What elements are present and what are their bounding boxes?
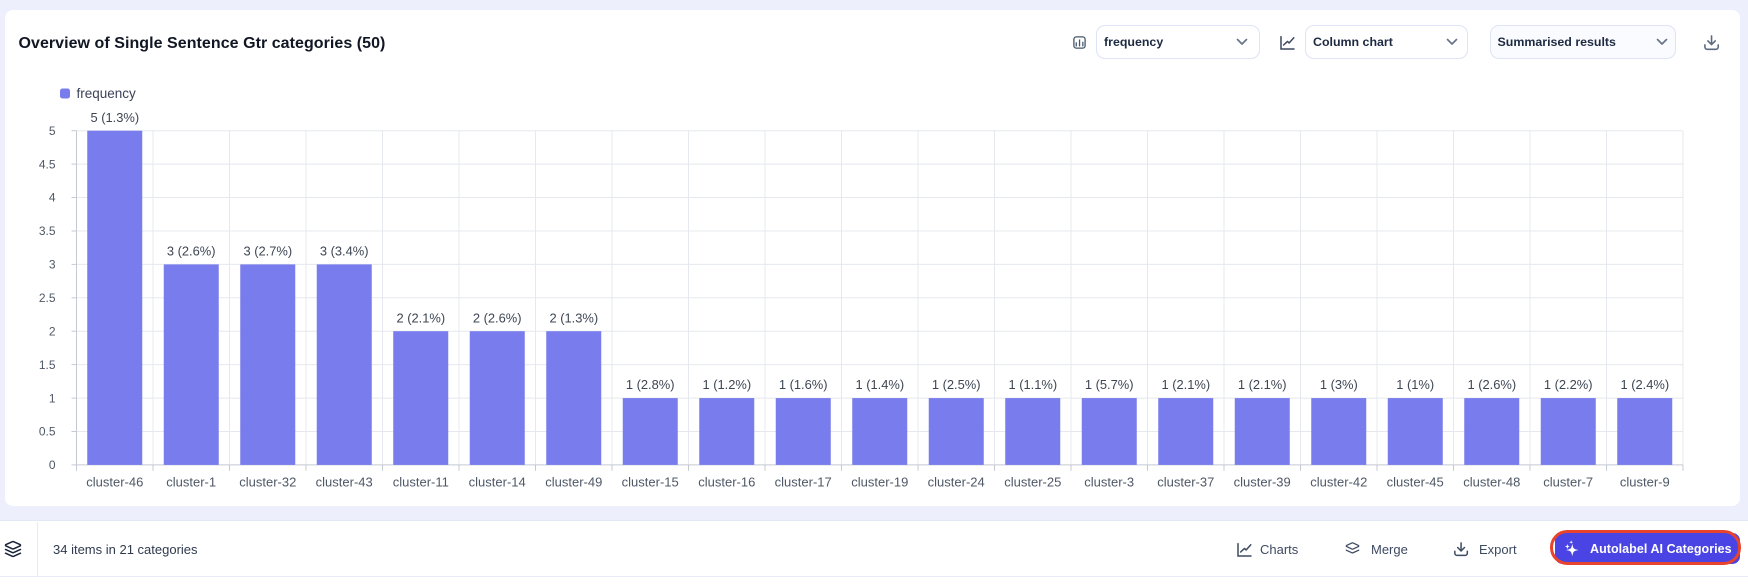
svg-text:cluster-48: cluster-48 (1463, 474, 1520, 489)
svg-text:1 (1%): 1 (1%) (1396, 377, 1434, 392)
svg-text:2: 2 (49, 324, 56, 338)
svg-text:0.5: 0.5 (39, 425, 56, 439)
svg-text:3 (2.7%): 3 (2.7%) (243, 244, 292, 259)
svg-text:1 (2.4%): 1 (2.4%) (1620, 377, 1669, 392)
svg-text:cluster-37: cluster-37 (1157, 474, 1214, 489)
svg-text:cluster-1: cluster-1 (166, 474, 216, 489)
svg-text:1 (3%): 1 (3%) (1320, 377, 1358, 392)
svg-text:1 (1.4%): 1 (1.4%) (855, 377, 904, 392)
svg-text:3: 3 (49, 258, 56, 272)
svg-text:cluster-24: cluster-24 (928, 474, 985, 489)
svg-text:1 (2.2%): 1 (2.2%) (1544, 377, 1593, 392)
svg-text:cluster-39: cluster-39 (1234, 474, 1291, 489)
svg-text:cluster-14: cluster-14 (469, 474, 526, 489)
svg-text:3.5: 3.5 (39, 224, 56, 238)
svg-text:cluster-43: cluster-43 (316, 474, 373, 489)
svg-text:2 (2.6%): 2 (2.6%) (473, 310, 522, 325)
svg-text:5 (1.3%): 5 (1.3%) (90, 110, 139, 125)
svg-text:1 (5.7%): 1 (5.7%) (1085, 377, 1134, 392)
svg-text:cluster-46: cluster-46 (86, 474, 143, 489)
svg-text:cluster-42: cluster-42 (1310, 474, 1367, 489)
svg-text:1 (2.6%): 1 (2.6%) (1467, 377, 1516, 392)
svg-text:0: 0 (49, 458, 56, 472)
svg-text:1 (1.6%): 1 (1.6%) (779, 377, 828, 392)
svg-text:cluster-19: cluster-19 (851, 474, 908, 489)
svg-text:1: 1 (49, 391, 56, 405)
svg-text:2 (2.1%): 2 (2.1%) (396, 310, 445, 325)
svg-text:cluster-3: cluster-3 (1084, 474, 1134, 489)
svg-text:cluster-15: cluster-15 (622, 474, 679, 489)
svg-text:4: 4 (49, 191, 56, 205)
svg-text:cluster-32: cluster-32 (239, 474, 296, 489)
svg-text:2 (1.3%): 2 (1.3%) (549, 310, 598, 325)
svg-text:cluster-17: cluster-17 (775, 474, 832, 489)
svg-text:1 (1.2%): 1 (1.2%) (702, 377, 751, 392)
svg-text:cluster-9: cluster-9 (1620, 474, 1670, 489)
svg-text:1 (2.1%): 1 (2.1%) (1238, 377, 1287, 392)
svg-text:frequency: frequency (77, 86, 137, 101)
svg-text:5: 5 (49, 124, 56, 138)
svg-text:3 (2.6%): 3 (2.6%) (167, 244, 216, 259)
svg-text:cluster-16: cluster-16 (698, 474, 755, 489)
svg-text:cluster-7: cluster-7 (1543, 474, 1593, 489)
svg-text:2.5: 2.5 (39, 291, 56, 305)
svg-text:1 (2.8%): 1 (2.8%) (626, 377, 675, 392)
svg-text:cluster-25: cluster-25 (1004, 474, 1061, 489)
svg-text:cluster-49: cluster-49 (545, 474, 602, 489)
svg-text:cluster-11: cluster-11 (393, 474, 449, 489)
svg-text:3 (3.4%): 3 (3.4%) (320, 244, 369, 259)
svg-text:1 (1.1%): 1 (1.1%) (1008, 377, 1057, 392)
svg-text:4.5: 4.5 (39, 157, 56, 171)
svg-text:cluster-45: cluster-45 (1387, 474, 1444, 489)
svg-text:1 (2.5%): 1 (2.5%) (932, 377, 981, 392)
svg-text:1 (2.1%): 1 (2.1%) (1161, 377, 1210, 392)
svg-text:1.5: 1.5 (39, 358, 56, 372)
